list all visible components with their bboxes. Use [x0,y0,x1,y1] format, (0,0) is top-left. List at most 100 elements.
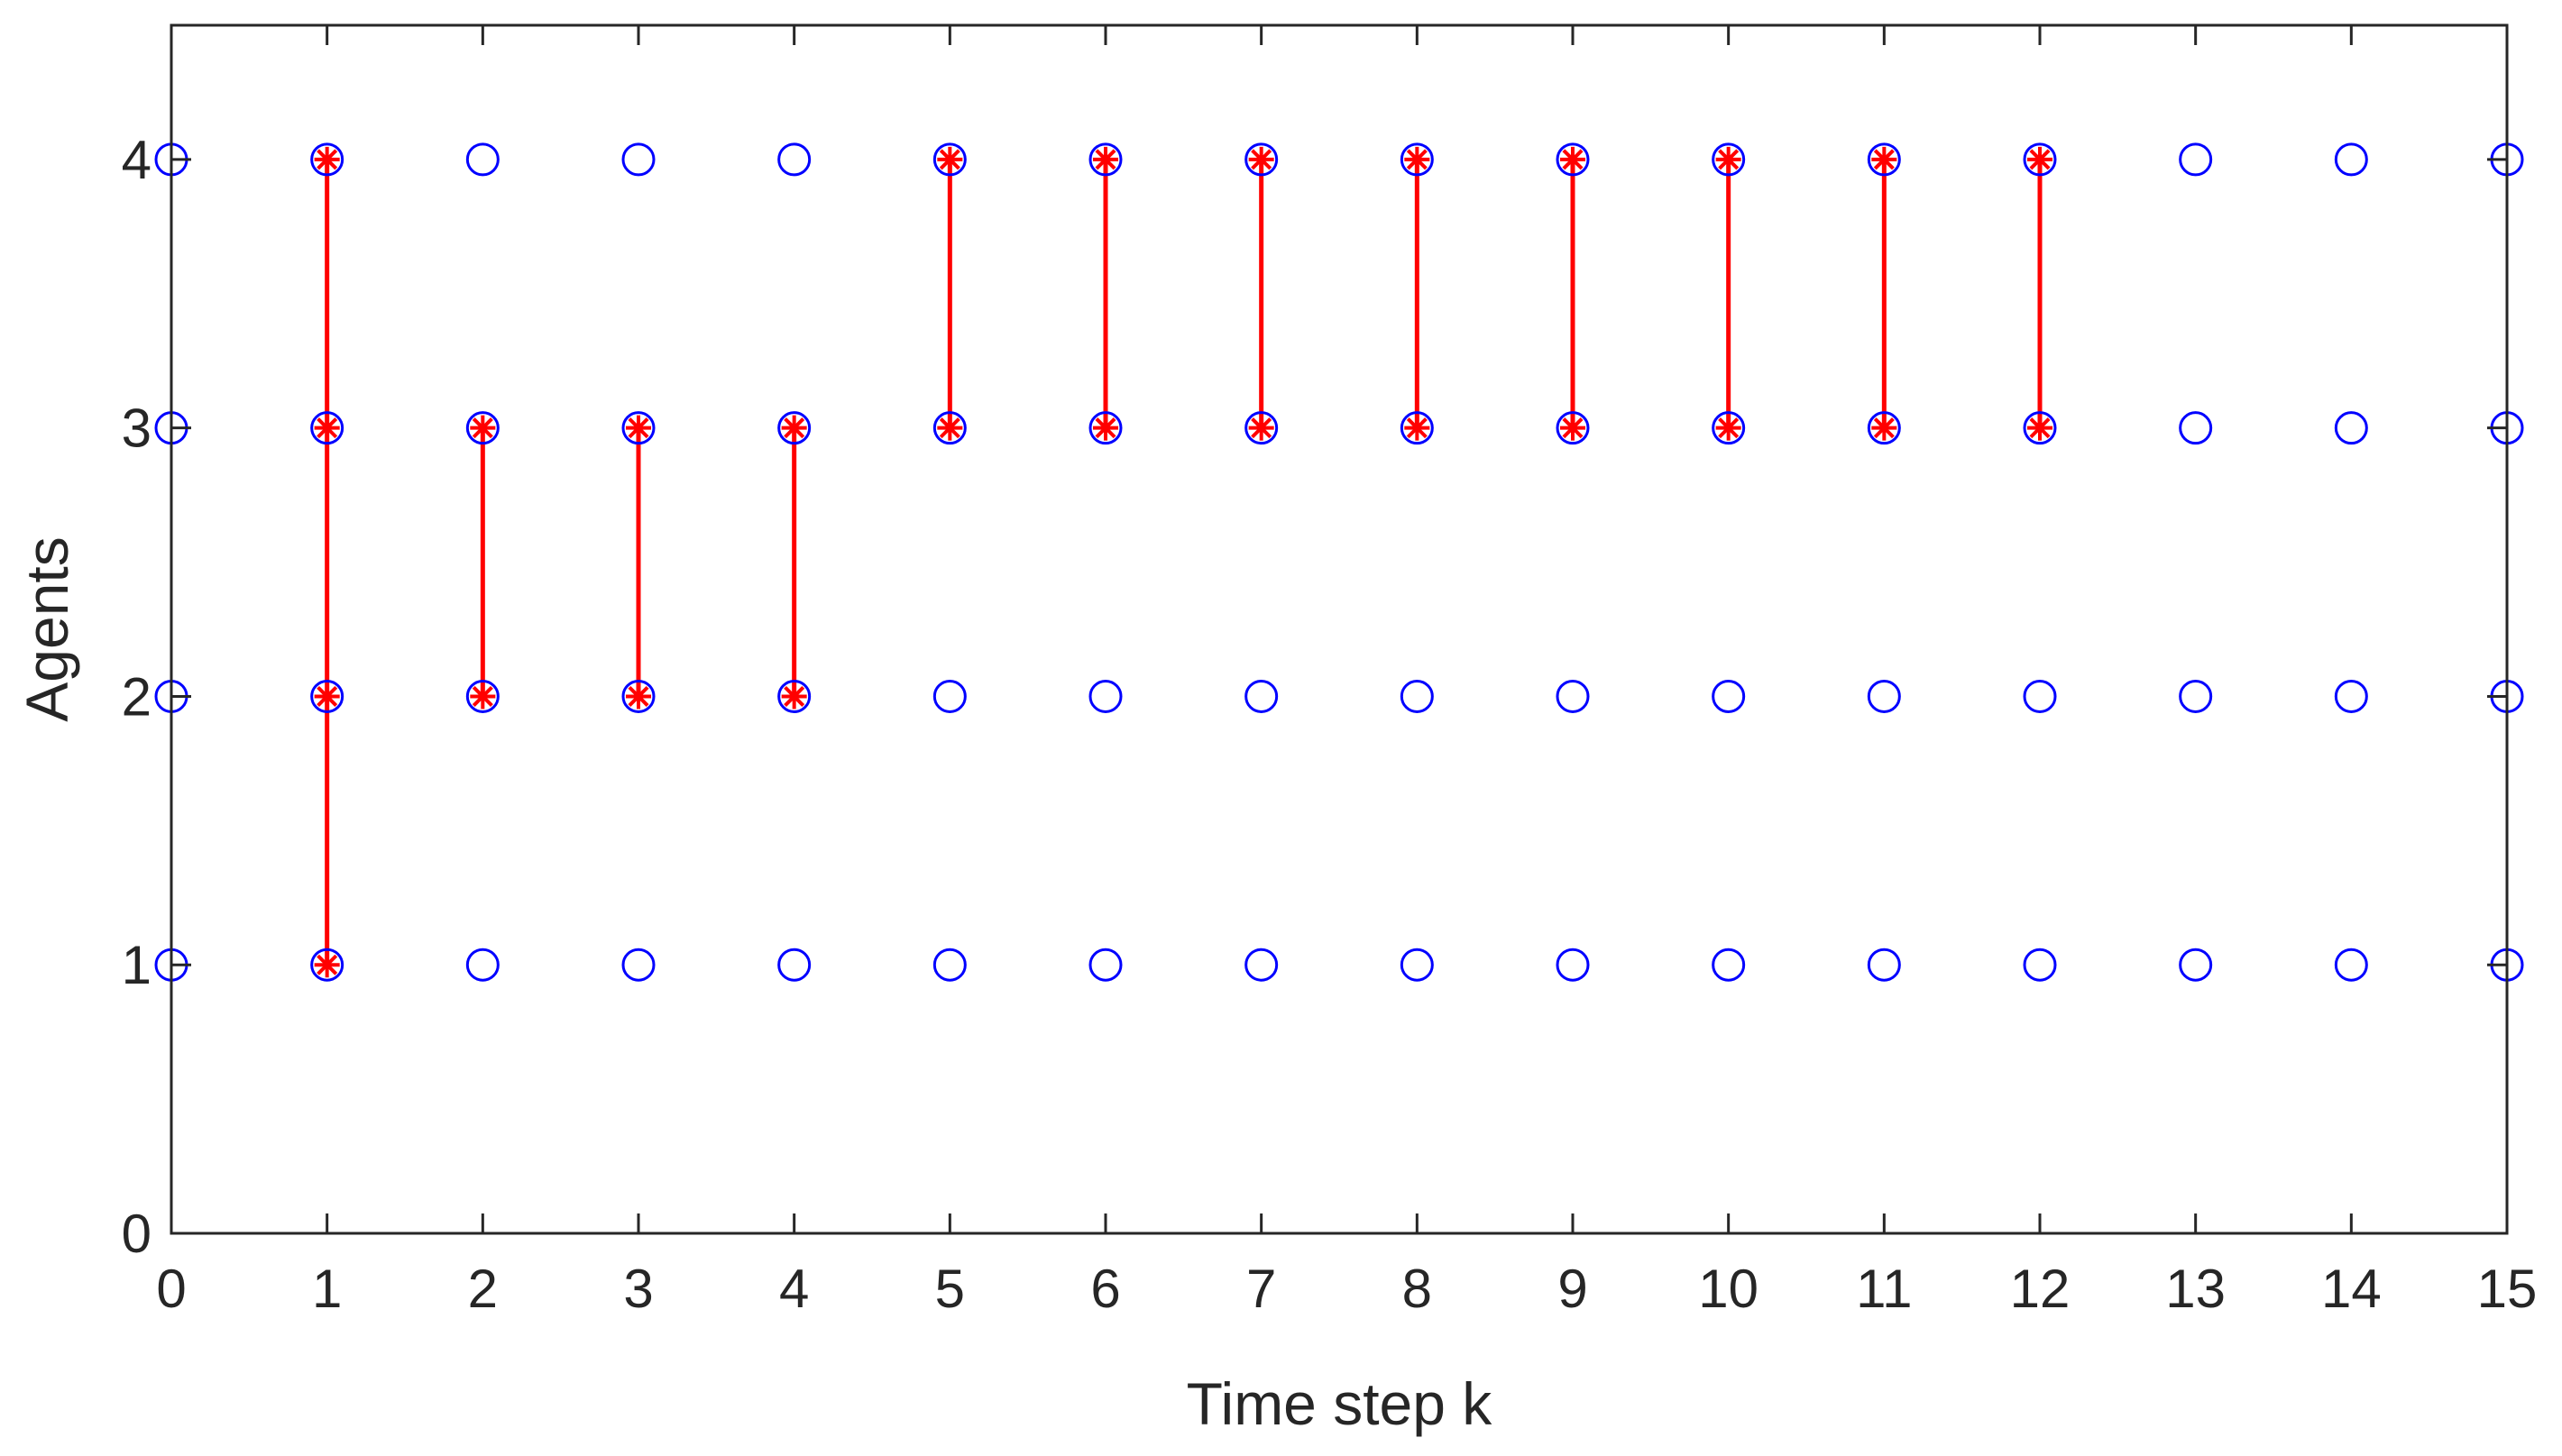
asterisk-stroke [1718,417,1740,439]
agent-circle [1400,948,1434,982]
asterisk-stroke [1095,149,1116,170]
agent-circle [1400,679,1434,713]
active-asterisk [314,952,340,978]
asterisk-stroke [1406,149,1428,170]
asterisk-stroke [317,417,338,439]
x-tick-label: 14 [2321,1259,2382,1319]
agent-circle [777,411,812,445]
active-asterisk [470,415,496,441]
agent-circle [465,411,500,445]
agent-circle [621,411,656,445]
y-tick-label: 0 [122,1204,152,1264]
active-asterisk [2027,415,2052,441]
agent-circle [2334,142,2368,177]
active-asterisk [1093,415,1118,441]
agent-circle [2023,411,2057,445]
active-asterisk [314,683,340,710]
asterisk-stroke [472,417,493,439]
x-tick-label: 5 [935,1259,965,1319]
active-asterisk [1871,415,1897,441]
x-tick-label: 4 [779,1259,809,1319]
x-tick-label: 15 [2477,1259,2538,1319]
agent-circle [2334,948,2368,982]
asterisk-stroke [472,685,493,707]
agent-circle [1400,142,1434,177]
asterisk-stroke [1406,417,1428,439]
agent-circle [1867,142,1901,177]
x-tick-label: 6 [1090,1259,1120,1319]
active-asterisk [626,415,651,441]
active-asterisk [937,146,963,172]
agent-circle [1088,948,1123,982]
y-axis-title: Agents [14,536,80,721]
x-tick-label: 7 [1246,1259,1276,1319]
agent-circle [932,948,967,982]
active-asterisk [1715,146,1741,172]
asterisk-stroke [628,685,649,707]
x-tick-label: 3 [623,1259,653,1319]
asterisk-stroke [1095,417,1116,439]
x-tick-label: 11 [1856,1259,1912,1319]
y-tick-label: 3 [122,398,152,459]
agent-circle [1244,411,1279,445]
active-asterisk [1248,415,1274,441]
agent-circle [2334,411,2368,445]
agent-circle [1867,411,1901,445]
agent-circle [2179,142,2213,177]
x-tick-label: 1 [312,1259,342,1319]
y-tick-label: 4 [122,130,152,190]
active-asterisk [2027,146,2052,172]
agent-circle [1712,679,1746,713]
agent-circle [1244,679,1279,713]
agent-circle [621,142,656,177]
x-tick-label: 13 [2165,1259,2226,1319]
asterisk-stroke [317,954,338,975]
axes-box [170,23,2509,1235]
y-tick-label: 1 [122,935,152,995]
active-asterisk [626,683,651,710]
agent-circle [1556,142,1590,177]
agent-circle [2023,679,2057,713]
x-tick-label: 2 [468,1259,498,1319]
asterisk-stroke [784,685,805,707]
agent-circle [777,142,812,177]
agent-circle [1088,411,1123,445]
active-asterisk [1871,146,1897,172]
agent-circle [2334,679,2368,713]
asterisk-stroke [2029,149,2051,170]
y-tick-label: 2 [122,666,152,727]
agent-circle [2023,142,2057,177]
asterisk-stroke [1873,149,1895,170]
agent-circle [1400,411,1434,445]
x-tick-label: 12 [2010,1259,2071,1319]
agent-circle [1244,948,1279,982]
x-tick-label: 9 [1557,1259,1587,1319]
agent-circle [932,142,967,177]
agent-circle [1712,411,1746,445]
agent-circle [465,142,500,177]
agent-circle [932,679,967,713]
active-asterisk [1560,146,1585,172]
agent-circle [1088,142,1123,177]
agent-circle [1867,679,1901,713]
agent-circle [465,948,500,982]
asterisk-stroke [939,149,960,170]
asterisk-stroke [1718,149,1740,170]
asterisk-stroke [784,417,805,439]
agent-circle [2023,948,2057,982]
active-asterisk [1560,415,1585,441]
agent-circle [621,948,656,982]
asterisk-stroke [628,417,649,439]
x-tick-label: 8 [1402,1259,1432,1319]
x-tick-label: 0 [156,1259,186,1319]
asterisk-stroke [1251,149,1272,170]
active-asterisk [781,683,807,710]
asterisk-stroke [1873,417,1895,439]
agent-circle [1867,948,1901,982]
active-asterisk [781,415,807,441]
active-asterisk [937,415,963,441]
agent-circle [2179,679,2213,713]
asterisk-stroke [1562,417,1584,439]
